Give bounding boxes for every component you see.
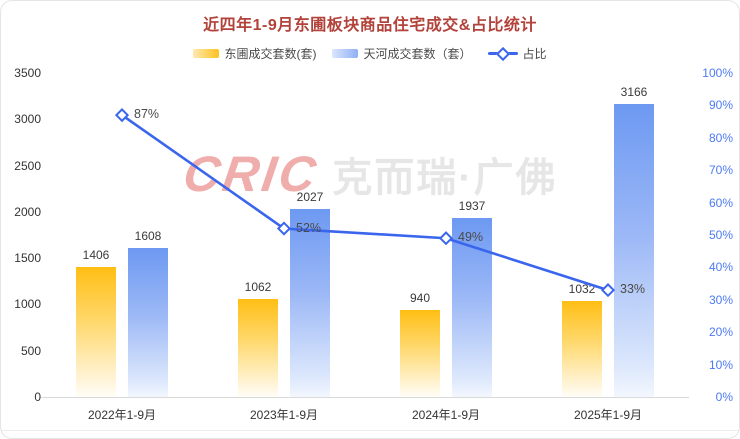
legend-item-tianhe[interactable]: 天河成交套数（套） (332, 45, 472, 62)
left-axis-tick: 0 (34, 390, 41, 404)
right-axis-tick: 90% (708, 98, 733, 113)
dongpu-bar-value: 1406 (82, 247, 110, 262)
tianhe-bar (452, 217, 492, 397)
dongpu-bar-value: 1032 (568, 282, 596, 297)
left-axis-tick: 1500 (14, 251, 41, 266)
tianhe-bar-value: 1608 (134, 229, 162, 244)
left-axis-tick: 2500 (14, 158, 41, 173)
dongpu-bar (76, 266, 116, 397)
right-axis-tick: 30% (708, 292, 733, 307)
x-axis-label: 2024年1-9月 (411, 408, 481, 422)
right-axis-tick: 10% (708, 357, 733, 372)
tianhe-bar (128, 248, 168, 397)
bottom-divider (1, 430, 739, 431)
legend-label-ratio: 占比 (522, 47, 547, 61)
legend-label-tianhe: 天河成交套数（套） (363, 47, 472, 61)
right-axis-tick: 60% (708, 195, 733, 210)
right-axis-tick: 40% (708, 260, 733, 275)
legend-label-dongpu: 东圃成交套数(套) (224, 47, 317, 61)
right-axis-tick: 20% (708, 325, 733, 340)
legend-item-dongpu[interactable]: 东圃成交套数(套) (193, 45, 316, 62)
tianhe-bar-value: 1937 (458, 198, 486, 213)
ratio-point-label: 49% (458, 230, 484, 245)
x-axis-label: 2023年1-9月 (249, 408, 319, 422)
dongpu-bar (238, 298, 278, 397)
ratio-line (121, 114, 609, 292)
x-axis-label: 2022年1-9月 (87, 408, 157, 422)
left-axis-tick: 1000 (14, 297, 41, 312)
diamond-marker-icon (438, 231, 454, 246)
left-axis-tick: 3500 (14, 66, 41, 80)
ratio-point-label: 87% (134, 107, 160, 122)
ratio-point-label: 52% (296, 220, 322, 235)
right-axis-tick: 0% (715, 390, 733, 404)
tianhe-bar-swatch-icon (332, 49, 359, 58)
legend: 东圃成交套数(套) 天河成交套数（套） 占比 (1, 45, 739, 62)
right-axis-tick: 100% (702, 66, 733, 80)
diamond-marker-icon (276, 221, 292, 236)
right-axis-tick: 50% (708, 228, 733, 242)
tianhe-bar (290, 209, 330, 397)
dongpu-bar (562, 301, 602, 397)
dongpu-bar-swatch-icon (193, 49, 220, 58)
x-axis-label: 2025年1-9月 (573, 408, 643, 422)
tianhe-bar-value: 2027 (296, 190, 324, 205)
right-axis-tick: 80% (708, 130, 733, 145)
ratio-line-swatch-icon (487, 46, 518, 61)
chart-title: 近四年1-9月东圃板块商品住宅成交&占比统计 (203, 17, 537, 34)
diamond-marker-icon (114, 108, 130, 123)
x-axis-line (41, 397, 689, 398)
dongpu-bar-value: 940 (409, 290, 431, 305)
left-axis-tick: 3000 (14, 112, 41, 127)
left-axis-tick: 2000 (14, 204, 41, 219)
tianhe-bar (614, 103, 654, 397)
ratio-point-label: 33% (620, 282, 646, 297)
left-axis-tick: 500 (20, 343, 41, 358)
tianhe-bar-value: 3166 (620, 84, 648, 99)
dongpu-bar (400, 309, 440, 397)
dongpu-bar-value: 1062 (244, 279, 272, 294)
right-axis-tick: 70% (708, 163, 733, 178)
legend-item-ratio[interactable]: 占比 (487, 45, 547, 62)
